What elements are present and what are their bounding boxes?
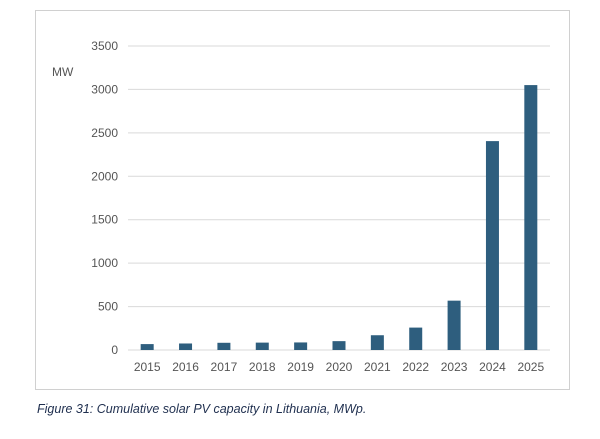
bar: [140, 344, 154, 350]
x-tick-label: 2025: [517, 360, 544, 374]
bar: [485, 141, 499, 350]
x-tick-label: 2021: [364, 360, 391, 374]
x-tick-label: 2020: [326, 360, 353, 374]
x-tick-label: 2017: [211, 360, 238, 374]
y-tick-label: 1500: [91, 213, 118, 227]
y-tick-label: 2500: [91, 126, 118, 140]
figure-caption: Figure 31: Cumulative solar PV capacity …: [37, 402, 367, 416]
y-tick-label: 3000: [91, 82, 118, 96]
y-tick-label: 3500: [91, 39, 118, 53]
x-tick-label: 2022: [402, 360, 429, 374]
bar: [179, 343, 193, 350]
x-tick-label: 2023: [441, 360, 468, 374]
x-tick-label: 2016: [172, 360, 199, 374]
y-axis-label: MW: [52, 65, 74, 79]
bar: [217, 342, 231, 350]
bar: [447, 300, 461, 350]
bar: [409, 327, 423, 350]
y-tick-label: 1000: [91, 256, 118, 270]
x-tick-label: 2018: [249, 360, 276, 374]
bar: [255, 342, 269, 350]
y-tick-label: 0: [111, 343, 118, 357]
bar: [294, 342, 308, 350]
y-tick-label: 500: [98, 300, 118, 314]
x-tick-label: 2019: [287, 360, 314, 374]
bar: [332, 341, 346, 350]
x-tick-label: 2015: [134, 360, 161, 374]
y-tick-label: 2000: [91, 169, 118, 183]
x-tick-label: 2024: [479, 360, 506, 374]
bar: [370, 335, 384, 350]
bar: [524, 85, 538, 350]
chart-frame: [35, 10, 570, 390]
